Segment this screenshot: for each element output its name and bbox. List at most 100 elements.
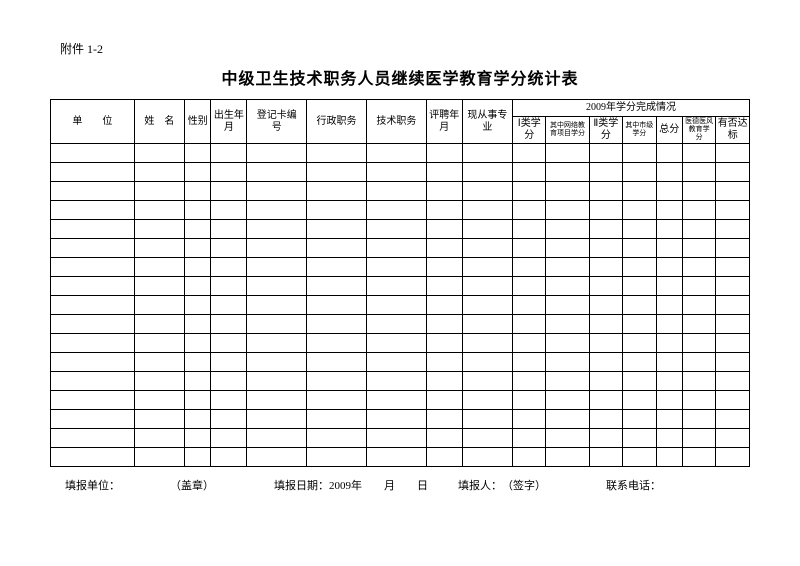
table-cell <box>307 239 367 258</box>
table-row <box>51 201 750 220</box>
table-cell <box>211 296 247 315</box>
table-cell <box>211 429 247 448</box>
table-cell <box>307 201 367 220</box>
table-cell <box>589 315 623 334</box>
table-cell <box>247 258 307 277</box>
col-appoint-ym: 评聘年月 <box>426 100 462 144</box>
table-cell <box>366 448 426 467</box>
table-cell <box>656 182 682 201</box>
table-cell <box>512 163 546 182</box>
table-cell <box>623 315 657 334</box>
table-cell <box>211 334 247 353</box>
col-gender: 性别 <box>185 100 211 144</box>
table-cell <box>134 410 184 429</box>
table-cell <box>682 391 716 410</box>
table-cell <box>623 334 657 353</box>
table-cell <box>426 277 462 296</box>
table-cell <box>512 182 546 201</box>
table-cell <box>682 429 716 448</box>
table-cell <box>134 277 184 296</box>
table-cell <box>656 448 682 467</box>
footer-row: 填报单位： （盖章） 填报日期： 2009年 月 日 填报人： （签字） 联系电… <box>50 477 750 493</box>
table-cell <box>546 296 589 315</box>
table-cell <box>426 391 462 410</box>
table-cell <box>366 410 426 429</box>
table-cell <box>462 182 512 201</box>
table-cell <box>546 448 589 467</box>
table-cell <box>656 353 682 372</box>
table-cell <box>307 296 367 315</box>
table-cell <box>185 334 211 353</box>
table-cell <box>682 372 716 391</box>
table-cell <box>51 258 135 277</box>
table-cell <box>462 258 512 277</box>
table-cell <box>546 182 589 201</box>
table-cell <box>546 239 589 258</box>
table-cell <box>426 239 462 258</box>
table-cell <box>623 163 657 182</box>
table-cell <box>426 353 462 372</box>
table-cell <box>247 163 307 182</box>
table-cell <box>716 448 750 467</box>
table-cell <box>307 448 367 467</box>
table-cell <box>656 296 682 315</box>
table-cell <box>134 239 184 258</box>
col-city-credit: 其中市级学分 <box>623 117 657 144</box>
table-cell <box>51 220 135 239</box>
table-cell <box>247 353 307 372</box>
table-row <box>51 182 750 201</box>
table-cell <box>247 334 307 353</box>
table-row <box>51 144 750 163</box>
table-cell <box>134 372 184 391</box>
table-cell <box>366 353 426 372</box>
table-row <box>51 372 750 391</box>
table-row <box>51 353 750 372</box>
table-cell <box>247 410 307 429</box>
table-cell <box>512 296 546 315</box>
table-row <box>51 429 750 448</box>
table-cell <box>247 277 307 296</box>
table-cell <box>623 391 657 410</box>
table-cell <box>716 201 750 220</box>
table-cell <box>426 410 462 429</box>
col-ethics-credit: 医德医风教育学 分 <box>682 117 716 144</box>
table-cell <box>682 277 716 296</box>
table-cell <box>51 353 135 372</box>
table-cell <box>51 410 135 429</box>
table-cell <box>512 372 546 391</box>
table-cell <box>211 201 247 220</box>
table-cell <box>134 163 184 182</box>
table-cell <box>307 353 367 372</box>
table-cell <box>623 296 657 315</box>
table-cell <box>307 315 367 334</box>
table-cell <box>682 182 716 201</box>
col-year-section: 2009年学分完成情况 <box>512 100 749 117</box>
col-cat1-credit: Ⅰ类学分 <box>512 117 546 144</box>
table-cell <box>462 410 512 429</box>
table-cell <box>366 315 426 334</box>
table-cell <box>546 315 589 334</box>
table-cell <box>656 315 682 334</box>
table-cell <box>589 239 623 258</box>
table-cell <box>247 372 307 391</box>
table-cell <box>623 258 657 277</box>
phone-label: 联系电话： <box>606 477 661 493</box>
table-cell <box>656 334 682 353</box>
report-date-value: 2009年 月 日 <box>329 477 428 493</box>
credit-statistics-table: 单 位 姓 名 性别 出生年月 登记卡编 号 行政职务 技术职务 评聘年月 现从… <box>50 99 750 467</box>
table-cell <box>307 144 367 163</box>
table-cell <box>512 258 546 277</box>
table-cell <box>589 296 623 315</box>
table-cell <box>366 429 426 448</box>
table-cell <box>623 239 657 258</box>
table-cell <box>589 201 623 220</box>
table-cell <box>366 220 426 239</box>
table-row <box>51 315 750 334</box>
table-cell <box>462 277 512 296</box>
table-cell <box>307 391 367 410</box>
table-cell <box>716 182 750 201</box>
table-cell <box>656 220 682 239</box>
table-cell <box>51 448 135 467</box>
attachment-label: 附件 1-2 <box>60 40 750 57</box>
table-cell <box>589 353 623 372</box>
